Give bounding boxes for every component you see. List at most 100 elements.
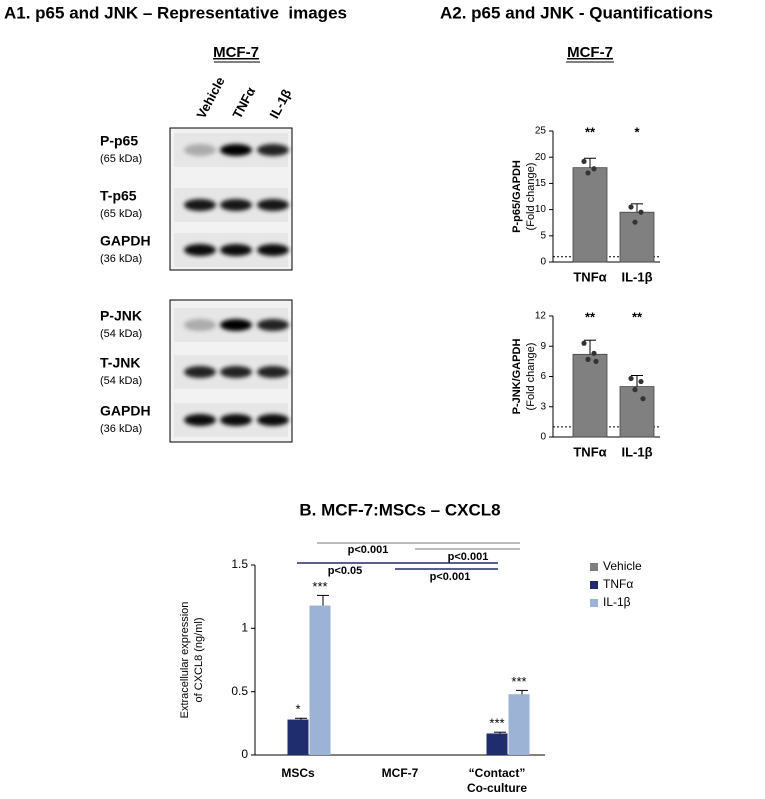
bar xyxy=(572,353,608,438)
significance: ** xyxy=(632,309,643,324)
y-tick-label: 25 xyxy=(535,126,547,137)
p-value: p<0.05 xyxy=(328,565,363,577)
x-tick-label: MSCs xyxy=(281,766,315,780)
y-axis-label: Extracellular expression xyxy=(179,602,191,719)
significance: * xyxy=(634,124,640,139)
bar xyxy=(572,167,608,263)
kda-label: (65 kDa) xyxy=(100,153,142,165)
y-axis-label: P-p65/GAPDH xyxy=(511,160,523,233)
x-tick-label: Co-culture xyxy=(467,781,527,795)
data-point xyxy=(638,378,644,385)
panel-title: A2. p65 and JNK - Quantifications xyxy=(440,3,713,22)
protein-label: P-p65 xyxy=(100,133,138,149)
blot-band xyxy=(257,366,289,378)
blot-band xyxy=(220,199,252,211)
blot-band xyxy=(257,144,289,156)
blot-band xyxy=(220,366,252,378)
blot-band xyxy=(257,199,289,211)
blot-band xyxy=(184,144,216,156)
lane-label: IL-1β xyxy=(266,87,294,122)
blot-band xyxy=(220,414,252,426)
y-tick-label: 0 xyxy=(540,257,546,268)
blot-band xyxy=(184,244,216,256)
blot-band xyxy=(184,414,216,426)
x-tick-label: TNFα xyxy=(573,444,606,459)
data-point xyxy=(593,358,599,364)
legend-label: TNFα xyxy=(603,577,633,591)
data-point xyxy=(581,158,587,164)
data-point xyxy=(632,387,638,393)
panel-title: A1. p65 and JNK – Representative images xyxy=(4,3,347,22)
kda-label: (54 kDa) xyxy=(100,375,142,387)
y-axis-label: (Fold change) xyxy=(525,163,537,231)
significance: ** xyxy=(585,124,596,139)
kda-label: (36 kDa) xyxy=(100,423,142,435)
cell-line: MCF-7 xyxy=(567,44,613,61)
y-axis-label: of CXCL8 (ng/ml) xyxy=(193,618,205,703)
y-tick-label: 0 xyxy=(241,747,248,761)
blot-band xyxy=(220,319,252,331)
significance: ** xyxy=(585,309,596,324)
y-tick-label: 5 xyxy=(540,230,546,241)
y-tick-label: 0.5 xyxy=(231,684,248,698)
legend-swatch xyxy=(590,563,598,571)
protein-label: T-JNK xyxy=(100,355,140,371)
significance: *** xyxy=(489,716,504,731)
x-tick-label: IL-1β xyxy=(621,444,652,459)
blot-band xyxy=(184,366,216,378)
x-tick-label: MCF-7 xyxy=(382,766,419,780)
kda-label: (36 kDa) xyxy=(100,253,142,265)
x-tick-label: “Contact” xyxy=(469,766,526,780)
bar xyxy=(619,386,655,438)
protein-label: GAPDH xyxy=(100,403,151,419)
blot-band xyxy=(257,414,289,426)
p-value: p<0.001 xyxy=(348,544,389,556)
x-tick-label: TNFα xyxy=(573,269,606,284)
y-tick-label: 20 xyxy=(535,152,547,163)
y-tick-label: 15 xyxy=(535,178,547,189)
data-point xyxy=(585,356,591,362)
significance: * xyxy=(295,702,300,717)
data-point xyxy=(581,340,587,346)
bar xyxy=(309,605,331,755)
blot-band xyxy=(257,244,289,256)
kda-label: (54 kDa) xyxy=(100,328,142,340)
bar xyxy=(619,211,655,263)
y-axis-label: P-JNK/GAPDH xyxy=(511,339,523,415)
p-value: p<0.001 xyxy=(430,571,471,583)
legend-swatch xyxy=(590,581,598,589)
y-tick-label: 9 xyxy=(540,341,546,352)
lane-label: Vehicle xyxy=(193,74,227,121)
data-point xyxy=(640,396,646,402)
cell-line: MCF-7 xyxy=(213,44,259,61)
protein-label: GAPDH xyxy=(100,233,151,249)
protein-label: P-JNK xyxy=(100,308,142,324)
data-point xyxy=(632,219,638,225)
bar xyxy=(508,694,530,755)
y-tick-label: 12 xyxy=(535,311,547,322)
legend-swatch xyxy=(590,599,598,607)
y-tick-label: 3 xyxy=(540,401,546,412)
significance: *** xyxy=(511,674,526,689)
data-point xyxy=(628,204,634,210)
p-value: p<0.001 xyxy=(448,551,489,563)
x-tick-label: IL-1β xyxy=(621,269,652,284)
y-axis-label: (Fold change) xyxy=(525,343,537,411)
y-tick-label: 1.5 xyxy=(231,557,248,571)
protein-label: T-p65 xyxy=(100,188,137,204)
y-tick-label: 6 xyxy=(540,371,546,382)
data-point xyxy=(638,209,644,215)
legend-label: IL-1β xyxy=(603,595,631,609)
data-point xyxy=(591,350,597,356)
bar xyxy=(287,719,309,755)
blot-band xyxy=(184,199,216,211)
data-point xyxy=(591,166,597,172)
legend-label: Vehicle xyxy=(603,559,642,573)
y-tick-label: 0 xyxy=(540,432,546,443)
significance: *** xyxy=(312,579,327,594)
data-point xyxy=(628,375,634,382)
data-point xyxy=(585,170,591,176)
y-tick-label: 10 xyxy=(535,204,547,215)
bar xyxy=(486,733,508,755)
